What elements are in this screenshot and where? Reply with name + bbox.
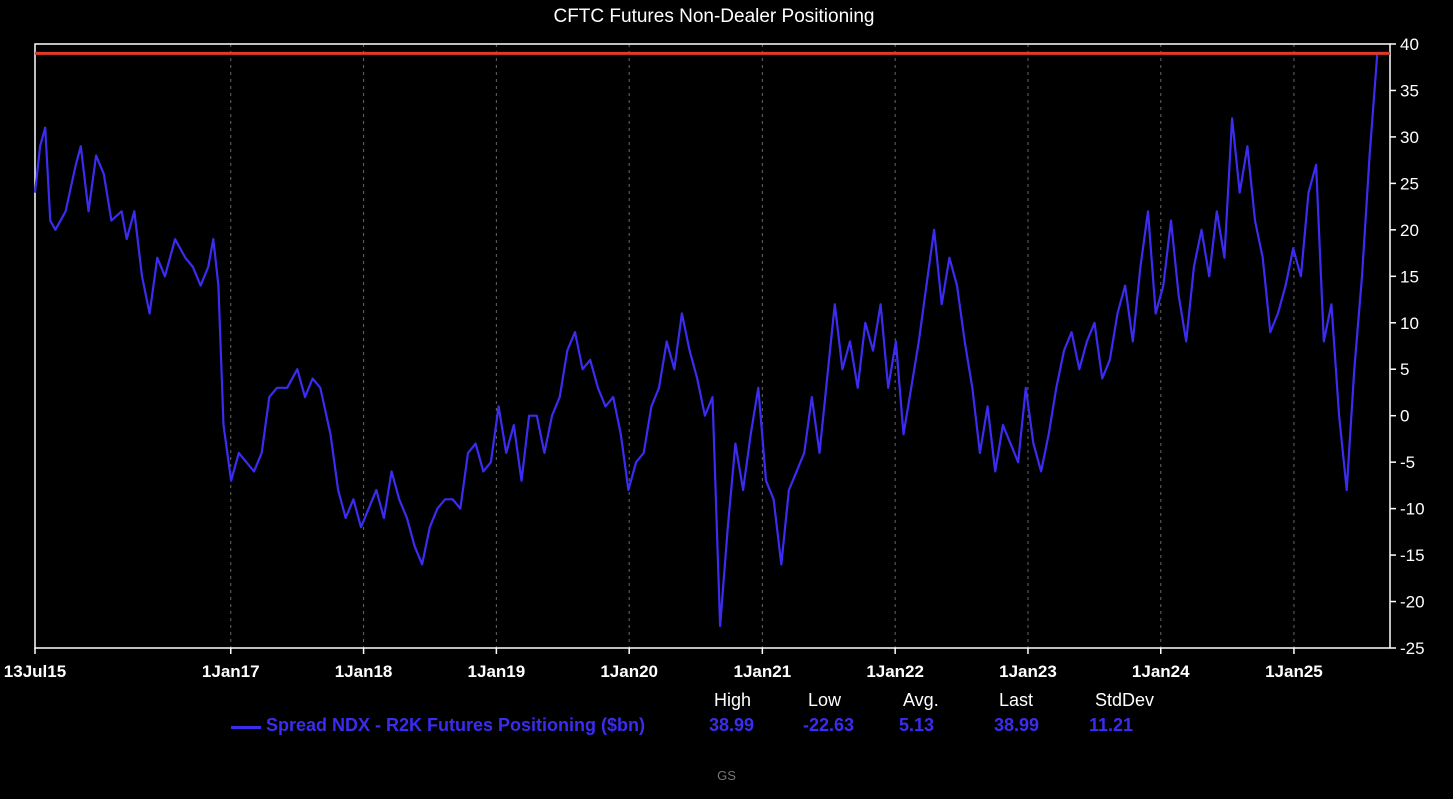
y-tick-label: -15 (1400, 546, 1425, 565)
y-tick-label: 30 (1400, 128, 1419, 147)
stat-header-avg: Avg. (903, 690, 939, 710)
x-tick-label: 1Jan25 (1265, 662, 1323, 681)
legend-swatch (231, 726, 261, 729)
y-tick-label: 40 (1400, 35, 1419, 54)
y-tick-label: -20 (1400, 593, 1425, 612)
y-tick-label: 10 (1400, 314, 1419, 333)
chart-title: CFTC Futures Non-Dealer Positioning (553, 6, 875, 27)
y-tick-label: 35 (1400, 81, 1419, 100)
chart-plot: 13Jul15 1Jan17 1Jan18 1Jan19 1Jan20 1Jan21 1Ja… (4, 35, 1425, 681)
x-tick-label: 1Jan24 (1132, 662, 1190, 681)
y-tick-label: 15 (1400, 267, 1419, 286)
stat-value-stddev: 11.21 (1089, 715, 1134, 735)
stat-header-stddev: StdDev (1095, 690, 1155, 710)
y-tick-label: 25 (1400, 174, 1419, 193)
x-tick-label: 1Jan20 (600, 662, 658, 681)
stat-value-low: -22.63 (803, 715, 855, 735)
legend-label: Spread NDX - R2K Futures Positioning ($b… (266, 715, 646, 735)
y-tick-label: 0 (1400, 407, 1409, 426)
y-tick-label: 5 (1400, 360, 1409, 379)
x-tick-label: 1Jan23 (999, 662, 1057, 681)
x-tick-label: 1Jan17 (202, 662, 260, 681)
x-tick-label: 1Jan19 (468, 662, 526, 681)
y-tick-label: -10 (1400, 500, 1425, 519)
plot-frame (34, 43, 1391, 649)
stat-header-low: Low (808, 690, 842, 710)
y-tick-label: -25 (1400, 639, 1425, 658)
stat-value-last: 38.99 (994, 715, 1040, 735)
stat-header-high: High (714, 690, 752, 710)
x-tick-label: 13Jul15 (4, 662, 66, 681)
stat-header-last: Last (999, 690, 1034, 710)
x-tick-label: 1Jan22 (866, 662, 924, 681)
series-line (33, 53, 1379, 628)
x-tick-label: 1Jan21 (734, 662, 792, 681)
x-tick-label: 1Jan18 (335, 662, 393, 681)
stat-value-high: 38.99 (709, 715, 755, 735)
stat-value-avg: 5.13 (899, 715, 935, 735)
footer-source: GS (717, 768, 736, 783)
y-tick-label: -5 (1400, 453, 1415, 472)
y-tick-label: 20 (1400, 221, 1419, 240)
